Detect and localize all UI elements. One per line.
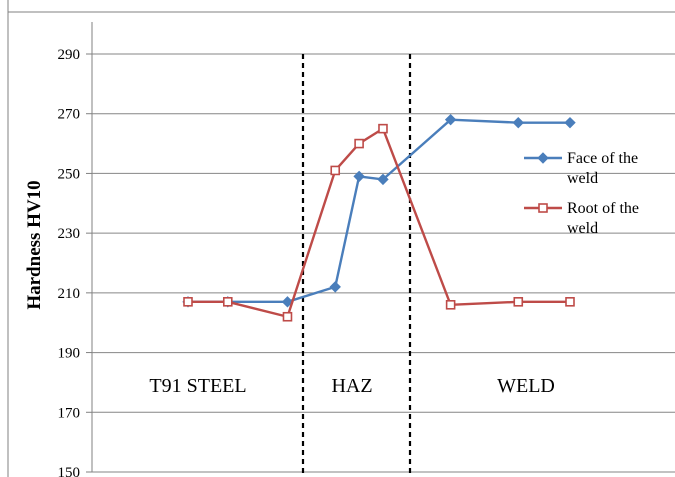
- data-point-s2-8: [513, 297, 524, 307]
- series-line-1: [188, 118, 570, 304]
- legend-label-1: Face of the weld: [567, 150, 638, 187]
- data-point-s1-4: [329, 281, 341, 293]
- data-point-s2-9: [565, 297, 575, 307]
- series-face: [182, 113, 576, 308]
- data-point-s1-9: [564, 116, 576, 129]
- series-line-2: [188, 127, 570, 318]
- legend-entry-2: Root of the weld: [524, 200, 639, 237]
- data-point-s1-7: [444, 113, 457, 126]
- legend-swatch-marker-2: [538, 203, 548, 213]
- region-label-t91-steel: T91 STEEL: [149, 375, 246, 397]
- data-point-s2-1: [183, 297, 193, 307]
- data-point-s1-3: [281, 296, 294, 308]
- y-tick-label-150: 150: [58, 465, 81, 477]
- data-point-s1-5: [353, 170, 365, 183]
- y-tick-label-270: 270: [58, 107, 81, 123]
- region-label-weld: WELD: [497, 375, 555, 397]
- data-point-s1-8: [512, 116, 524, 129]
- data-point-s2-6: [378, 123, 388, 134]
- y-tick-label-170: 170: [58, 405, 81, 421]
- legend-swatch-marker-1: [537, 152, 549, 164]
- y-tick-label-290: 290: [58, 47, 81, 63]
- y-tick-label-250: 250: [58, 166, 81, 182]
- data-point-s1-6: [377, 173, 389, 186]
- data-point-s2-4: [330, 165, 341, 176]
- y-tick-label-190: 190: [58, 346, 81, 362]
- legend-entry-1: Face of the weld: [524, 150, 638, 187]
- series-root: [183, 123, 575, 322]
- region-label-haz: HAZ: [331, 375, 372, 397]
- legend-label-2: Root of the weld: [567, 200, 639, 237]
- data-point-s2-5: [354, 138, 364, 149]
- y-tick-label-210: 210: [58, 286, 81, 302]
- data-point-s2-7: [445, 299, 456, 310]
- data-point-s2-2: [222, 297, 233, 307]
- y-axis-title: Hardness HV10: [24, 180, 45, 309]
- data-point-s2-3: [282, 311, 293, 322]
- y-tick-label-230: 230: [58, 226, 81, 242]
